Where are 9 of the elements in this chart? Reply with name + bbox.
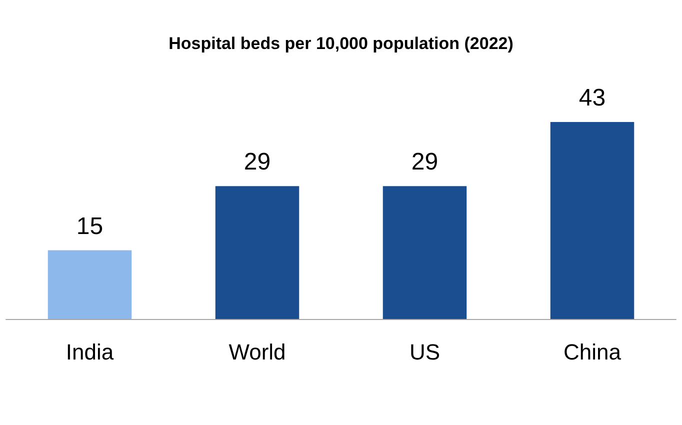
x-tick-label: India (66, 340, 114, 364)
x-tick-label: US (409, 340, 440, 364)
data-label: 29 (411, 148, 438, 176)
x-tick-label: China (564, 340, 622, 364)
data-label: 15 (76, 212, 104, 240)
x-tick-label: World (228, 340, 286, 364)
data-label: 43 (578, 84, 606, 112)
chart-title: Hospital beds per 10,000 population (2022) (168, 34, 514, 53)
data-label: 29 (244, 148, 271, 176)
